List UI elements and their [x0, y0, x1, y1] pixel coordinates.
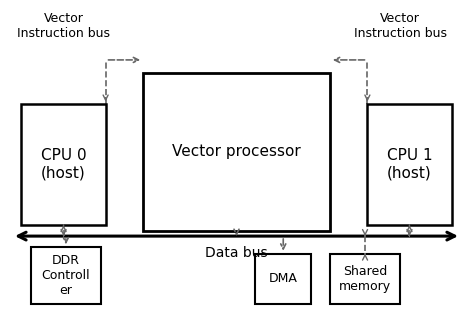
Bar [255, 254, 311, 304]
Bar [368, 104, 452, 225]
Text: Vector processor: Vector processor [172, 144, 301, 160]
Bar [330, 254, 400, 304]
Text: Data bus: Data bus [205, 245, 268, 260]
Text: DDR
Controll
er: DDR Controll er [42, 254, 90, 297]
Text: Shared
memory: Shared memory [339, 265, 391, 293]
Text: Vector
Instruction bus: Vector Instruction bus [17, 12, 110, 40]
Text: Vector
Instruction bus: Vector Instruction bus [354, 12, 447, 40]
Text: CPU 1
(host): CPU 1 (host) [386, 149, 432, 181]
Bar [143, 73, 330, 231]
Text: DMA: DMA [269, 273, 298, 286]
Text: CPU 0
(host): CPU 0 (host) [41, 149, 87, 181]
Bar [31, 247, 101, 304]
Bar [21, 104, 105, 225]
